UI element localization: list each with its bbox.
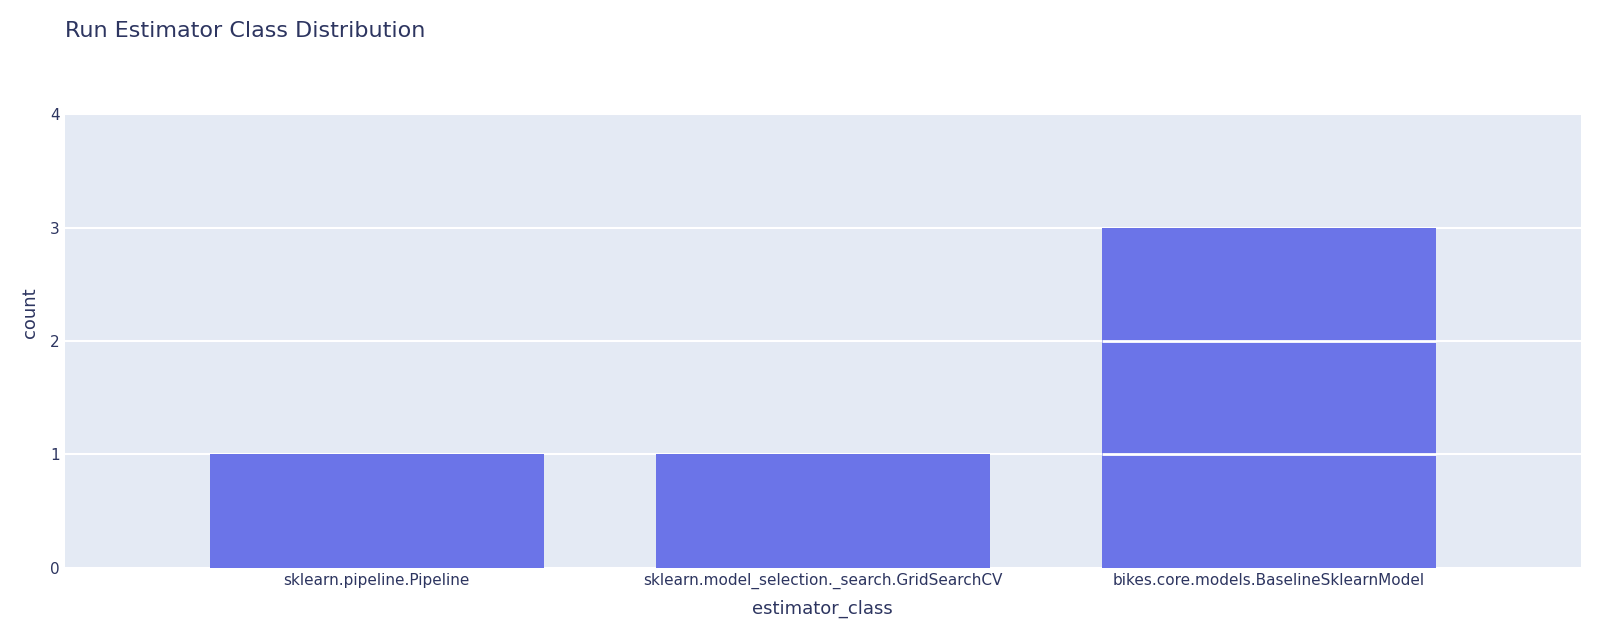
Bar: [1102, 227, 1437, 567]
Y-axis label: count: count: [21, 288, 38, 338]
Bar: [210, 454, 545, 567]
Bar: [655, 454, 990, 567]
Text: Run Estimator Class Distribution: Run Estimator Class Distribution: [64, 21, 425, 41]
X-axis label: estimator_class: estimator_class: [753, 600, 894, 618]
Bar: [64, 58, 1581, 114]
